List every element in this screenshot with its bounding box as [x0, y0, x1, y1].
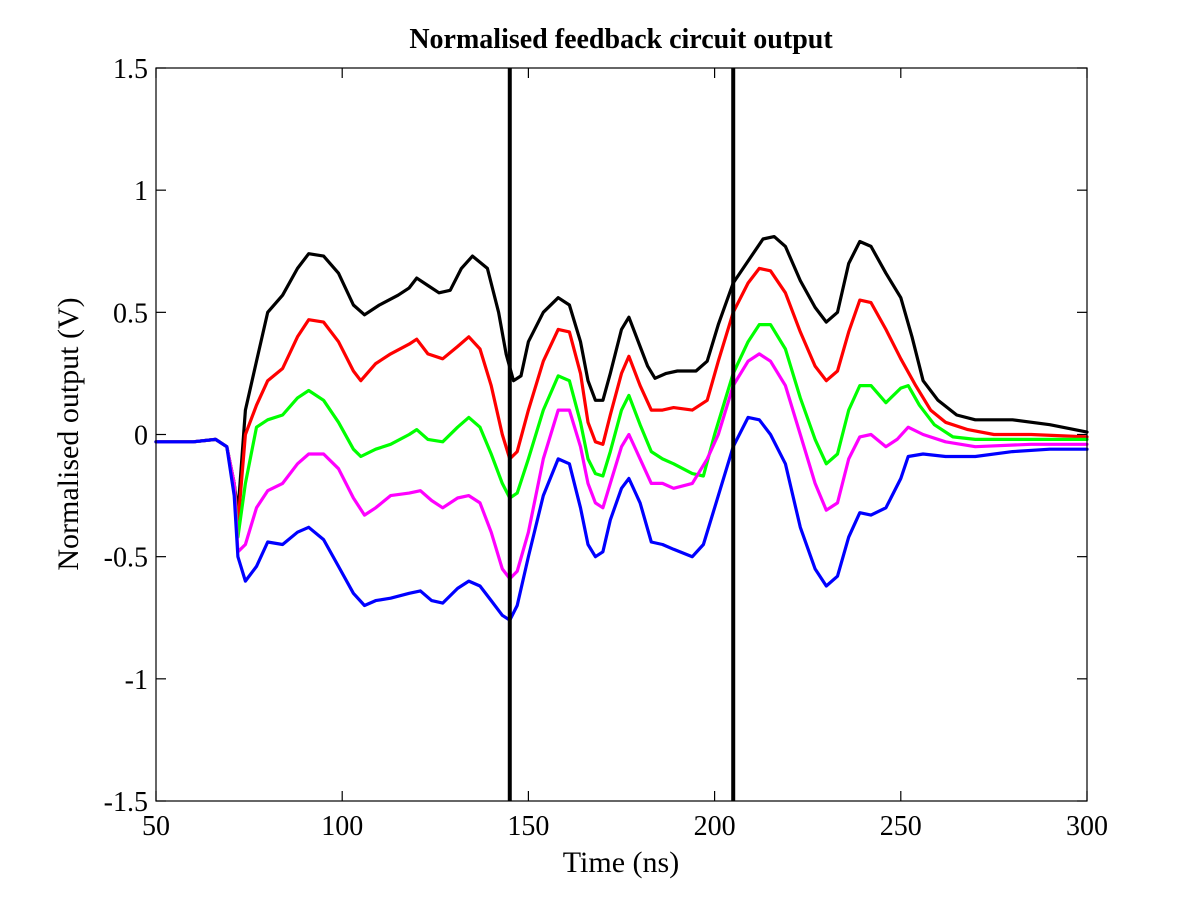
series-line-5 [154, 415, 1089, 622]
vertical-markers [507, 68, 736, 801]
y-tick-label: -1 [125, 665, 148, 696]
series-layer [154, 235, 1089, 622]
x-tick-label: 200 [694, 811, 736, 842]
series-line-1 [154, 235, 1089, 515]
series-line-3 [154, 323, 1089, 539]
y-tick-label: 0.5 [113, 298, 148, 329]
plot-frame [155, 67, 1088, 802]
y-tick-label: 0 [134, 421, 148, 452]
chart-title: Normalised feedback circuit output [409, 24, 833, 55]
y-tick-label: 1 [134, 176, 148, 207]
y-tick-label: -0.5 [104, 543, 148, 574]
x-tick-label: 300 [1066, 811, 1108, 842]
y-tick-label: -1.5 [104, 787, 148, 818]
tick-labels: 50 100 150 200 250 300 -1.5 -1 -0.5 0 0.5 1 1.5 [104, 54, 1108, 842]
x-tick-label: 250 [880, 811, 922, 842]
x-tick-label: 50 [142, 811, 170, 842]
y-axis-label: Normalised output (V) [52, 297, 85, 570]
series-line-4 [154, 352, 1089, 581]
x-axis-label: Time (ns) [563, 846, 679, 879]
series-line-2 [154, 266, 1089, 527]
x-tick-label: 150 [507, 811, 549, 842]
x-tick-label: 100 [321, 811, 363, 842]
y-tick-label: 1.5 [113, 54, 148, 85]
